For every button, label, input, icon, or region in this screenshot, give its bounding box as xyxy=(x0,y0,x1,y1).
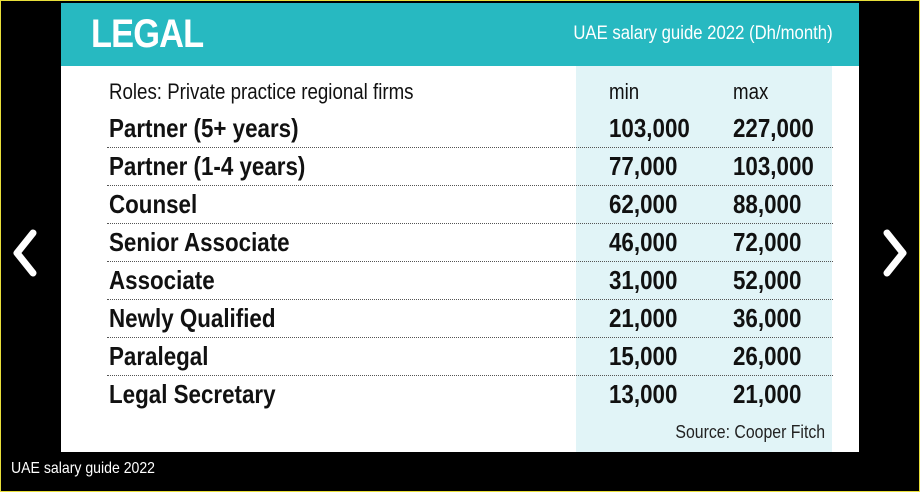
card-title: LEGAL xyxy=(91,12,204,56)
min-cell: 13,000 xyxy=(609,379,678,409)
table-row: Legal Secretary 13,000 21,000 xyxy=(107,376,833,413)
min-cell: 103,000 xyxy=(609,113,690,143)
source-note: Source: Cooper Fitch xyxy=(675,422,825,442)
min-cell: 31,000 xyxy=(609,265,678,295)
min-column-header: min xyxy=(609,79,640,104)
table-header-row: Roles: Private practice regional firms m… xyxy=(107,71,833,107)
card-subtitle: UAE salary guide 2022 (Dh/month) xyxy=(573,23,833,44)
min-cell: 62,000 xyxy=(609,189,678,219)
salary-card: LEGAL UAE salary guide 2022 (Dh/month) R… xyxy=(61,3,859,452)
role-cell: Associate xyxy=(109,265,215,295)
min-cell: 46,000 xyxy=(609,227,678,257)
max-cell: 227,000 xyxy=(733,113,814,143)
max-column-header: max xyxy=(733,79,769,104)
min-cell: 15,000 xyxy=(609,341,678,371)
chevron-left-icon xyxy=(13,229,37,277)
role-cell: Partner (5+ years) xyxy=(109,113,299,143)
table-row: Partner (1-4 years) 77,000 103,000 xyxy=(107,148,833,186)
max-cell: 72,000 xyxy=(733,227,802,257)
table-row: Paralegal 15,000 26,000 xyxy=(107,338,833,376)
table-row: Partner (5+ years) 103,000 227,000 xyxy=(107,110,833,148)
max-cell: 88,000 xyxy=(733,189,802,219)
role-cell: Legal Secretary xyxy=(109,379,276,409)
max-cell: 103,000 xyxy=(733,151,814,181)
min-cell: 77,000 xyxy=(609,151,678,181)
role-cell: Counsel xyxy=(109,189,198,219)
table-row: Senior Associate 46,000 72,000 xyxy=(107,224,833,262)
table-row: Associate 31,000 52,000 xyxy=(107,262,833,300)
max-cell: 26,000 xyxy=(733,341,802,371)
role-cell: Partner (1-4 years) xyxy=(109,151,306,181)
roles-column-header: Roles: Private practice regional firms xyxy=(109,79,414,104)
max-cell: 52,000 xyxy=(733,265,802,295)
role-cell: Newly Qualified xyxy=(109,303,276,333)
card-header: LEGAL UAE salary guide 2022 (Dh/month) xyxy=(61,3,859,66)
next-slide-button[interactable] xyxy=(879,227,911,279)
role-cell: Senior Associate xyxy=(109,227,290,257)
table-row: Counsel 62,000 88,000 xyxy=(107,186,833,224)
max-cell: 21,000 xyxy=(733,379,802,409)
image-caption: UAE salary guide 2022 xyxy=(11,460,156,477)
min-cell: 21,000 xyxy=(609,303,678,333)
role-cell: Paralegal xyxy=(109,341,209,371)
values-column-band xyxy=(576,66,832,452)
table-row: Newly Qualified 21,000 36,000 xyxy=(107,300,833,338)
chevron-right-icon xyxy=(883,229,907,277)
previous-slide-button[interactable] xyxy=(9,227,41,279)
max-cell: 36,000 xyxy=(733,303,802,333)
